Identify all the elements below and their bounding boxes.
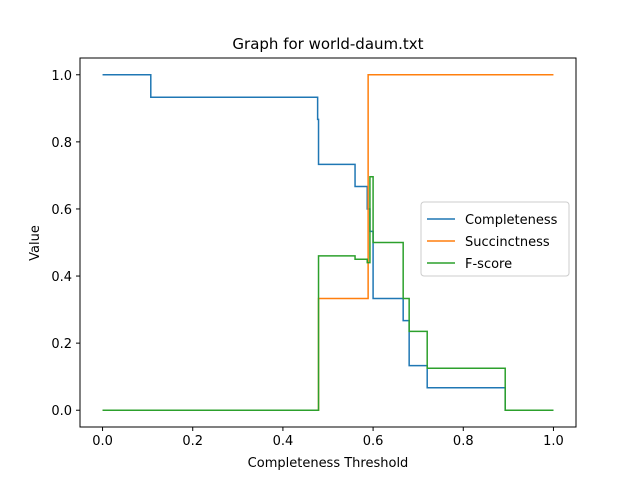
y-tick-label: 0.0 (51, 404, 72, 419)
legend-label: F-score (465, 257, 512, 272)
y-tick-label: 0.2 (51, 337, 72, 352)
chart-title: Graph for world-daum.txt (232, 35, 423, 53)
x-axis-label: Completeness Threshold (248, 456, 409, 471)
y-tick-label: 1.0 (51, 69, 72, 84)
plot-area: 0.0 0.2 0.4 0.6 0.8 1.0 0.0 0.2 0.4 0.6 0.8 1.0 (51, 57, 577, 449)
axes-frame (79, 57, 577, 428)
legend-label: Succinctness (465, 235, 550, 250)
series-line-f-score (102, 176, 554, 411)
y-tick-label: 0.6 (51, 203, 72, 218)
legend-label: Completeness (465, 213, 558, 228)
x-tick-label: 0.2 (182, 434, 203, 449)
y-tick-label: 0.8 (51, 136, 72, 151)
x-tick-label: 0.6 (363, 434, 384, 449)
x-tick-label: 0.4 (273, 434, 294, 449)
x-tick-label: 1.0 (543, 434, 564, 449)
x-tick-label: 0.8 (453, 434, 474, 449)
y-tick-label: 0.4 (51, 270, 72, 285)
y-axis-label: Value (28, 225, 43, 261)
legend-box (420, 201, 570, 277)
legend: Completeness Succinctness F-score (420, 201, 570, 277)
x-tick-label: 0.0 (92, 434, 113, 449)
